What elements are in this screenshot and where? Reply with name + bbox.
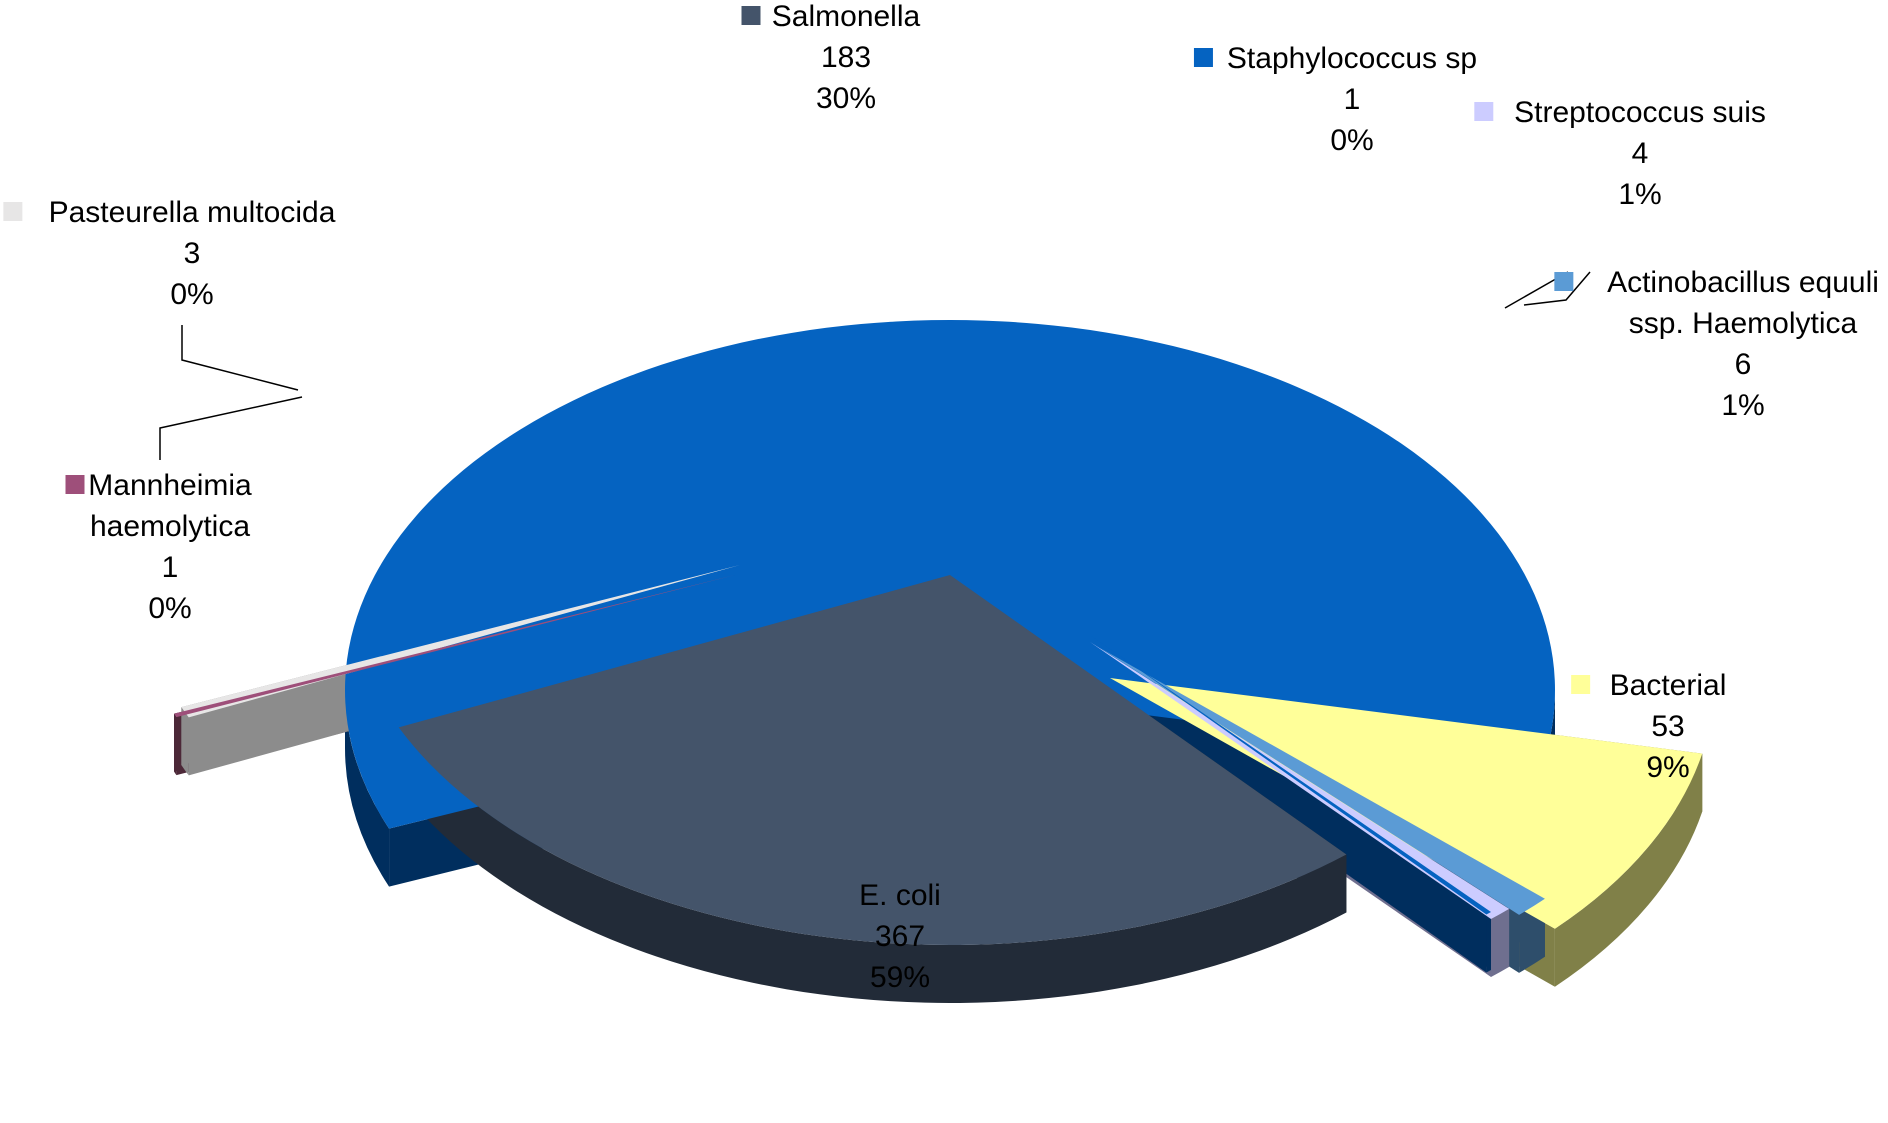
slice-mannheimia (174, 575, 735, 718)
data-label-bacterial: Bacterial 53 9% (1571, 669, 1726, 784)
label-name: Staphylococcus sp (1227, 42, 1477, 75)
label-value: 183 (821, 41, 871, 74)
label-value: 3 (184, 237, 201, 270)
slice-rim (181, 707, 189, 776)
label-name: E. coli (859, 879, 941, 912)
label-name: Mannheimia (88, 469, 252, 502)
legend-key (741, 6, 761, 25)
data-label-pasteurella: Pasteurella multocida 3 0% (3, 196, 336, 311)
legend-key (1474, 102, 1494, 121)
label-value: 4 (1632, 137, 1649, 170)
leader-line (181, 325, 299, 391)
label-name: Actinobacillus equuli (1607, 266, 1879, 299)
label-percent: 9% (1646, 751, 1689, 784)
slice-rim (1491, 908, 1510, 978)
label-value: 53 (1651, 710, 1684, 743)
label-name: Bacterial (1610, 669, 1727, 702)
data-label-ecoli: E. coli 367 59% (859, 879, 941, 994)
label-name: Salmonella (772, 0, 921, 33)
label-value: 1 (162, 551, 179, 584)
label-name: Pasteurella multocida (49, 196, 336, 229)
data-label-streptococcus: Streptococcus suis 4 1% (1474, 96, 1766, 211)
label-value: 6 (1735, 348, 1752, 381)
slice-salmonella (398, 575, 1347, 945)
legend-key (65, 475, 85, 494)
data-labels: E. coli 367 59% Bacterial 53 9% Actinobacillus… (3, 0, 1879, 994)
label-percent: 0% (170, 278, 213, 311)
legend-key (1571, 675, 1591, 694)
data-label-mannheimia: Mannheimia haemolytica 1 0% (65, 469, 252, 625)
slice-rim (1486, 912, 1492, 973)
slice-rim (345, 690, 390, 887)
label-name-cont: ssp. Haemolytica (1629, 307, 1858, 340)
label-percent: 0% (148, 592, 191, 625)
label-value: 367 (875, 920, 925, 953)
label-percent: 1% (1618, 178, 1661, 211)
data-label-staphylococcus: Staphylococcus sp 1 0% (1193, 42, 1477, 157)
slice-staphylococcus (1090, 635, 1492, 915)
data-label-actinobacillus: Actinobacillus equuli ssp. Haemolytica 6 1% (1554, 266, 1879, 422)
legend-key (1193, 48, 1213, 67)
slice-actinobacillus (1100, 648, 1545, 915)
slice-rim (1554, 753, 1703, 987)
slice-rim (174, 713, 177, 776)
slice-rim (398, 727, 1347, 1003)
leader-line (159, 396, 303, 460)
label-percent: 1% (1721, 389, 1764, 422)
leader-line (1523, 271, 1591, 306)
data-label-salmonella: Salmonella 183 30% (741, 0, 921, 115)
pie-tops (174, 320, 1703, 945)
label-name: Streptococcus suis (1514, 96, 1766, 129)
label-percent: 59% (870, 961, 930, 994)
label-name-cont: haemolytica (90, 510, 250, 543)
legend-key (1554, 272, 1574, 291)
label-percent: 30% (816, 82, 876, 115)
label-value: 1 (1344, 83, 1361, 116)
legend-key (3, 202, 23, 221)
label-percent: 0% (1330, 124, 1373, 157)
